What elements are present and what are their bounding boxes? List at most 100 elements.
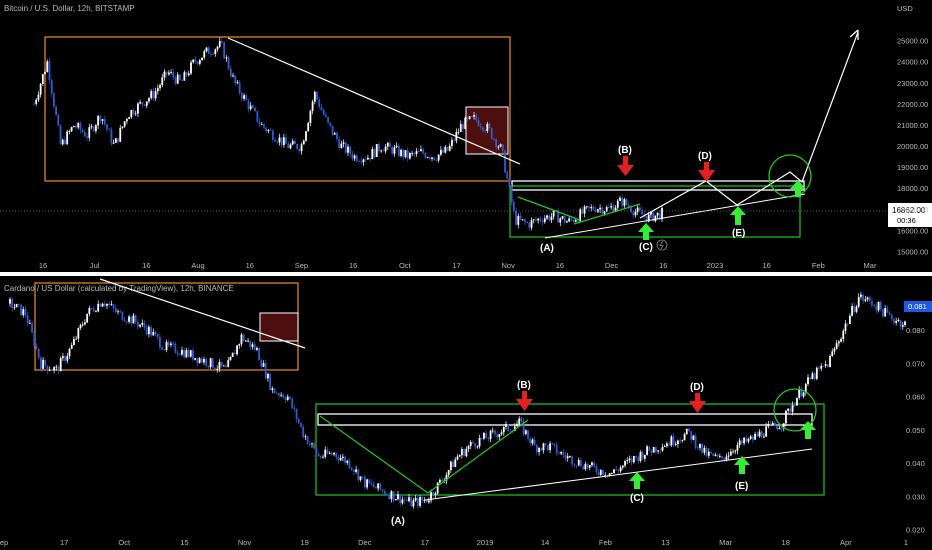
ada-candle bbox=[328, 453, 331, 454]
btc-candle bbox=[444, 146, 447, 153]
btc-candle bbox=[488, 123, 491, 129]
ada-candle bbox=[588, 465, 591, 468]
btc-y-tick: 19000.00 bbox=[897, 163, 928, 172]
ada-candle bbox=[324, 449, 327, 457]
btc-candle bbox=[563, 216, 566, 223]
btc-candle bbox=[570, 218, 573, 220]
ada-candle bbox=[251, 344, 254, 348]
btc-candle bbox=[163, 71, 166, 78]
ada-candle bbox=[55, 366, 58, 368]
ada-candle bbox=[282, 394, 285, 398]
btc-candle bbox=[404, 150, 407, 158]
ada-candle bbox=[467, 446, 470, 450]
btc-candle bbox=[603, 211, 606, 214]
ada-candle bbox=[337, 457, 340, 461]
ada-candle bbox=[639, 451, 642, 461]
btc-candle bbox=[298, 148, 301, 152]
ada-candle bbox=[575, 465, 578, 467]
ada-candle bbox=[822, 365, 825, 367]
ada-candle bbox=[765, 426, 768, 437]
ada-candle bbox=[778, 427, 781, 430]
ada-candle bbox=[335, 452, 338, 458]
ada-symbol-title: Cardano / US Dollar (calculated by Tradi… bbox=[4, 284, 234, 293]
ada-candle bbox=[172, 343, 175, 345]
ada-candle bbox=[341, 456, 344, 459]
ada-candle bbox=[388, 494, 391, 500]
ada-candle bbox=[793, 404, 796, 406]
ada-x-tick: 13 bbox=[661, 538, 669, 547]
ada-candle bbox=[386, 494, 388, 495]
btc-candle bbox=[329, 122, 332, 126]
ada-candle bbox=[637, 457, 640, 461]
ada-candle bbox=[339, 458, 342, 461]
ada-candle bbox=[782, 423, 785, 429]
btc-candle bbox=[247, 100, 250, 110]
ada-candle bbox=[472, 441, 474, 444]
ada-candle bbox=[672, 436, 675, 445]
ada-candle bbox=[368, 479, 371, 484]
ada-candle bbox=[864, 299, 867, 301]
ada-candle bbox=[826, 364, 829, 368]
btc-candle bbox=[311, 101, 314, 111]
btc-candle bbox=[504, 150, 506, 173]
btc-candle bbox=[391, 146, 394, 154]
ada-candle bbox=[42, 359, 44, 369]
ada-candle bbox=[50, 370, 53, 371]
ada-candle bbox=[401, 499, 404, 504]
btc-candle bbox=[661, 208, 663, 220]
btc-x-tick: Nov bbox=[502, 261, 516, 270]
btc-candle bbox=[316, 91, 318, 100]
btc-descending-trendline bbox=[227, 37, 521, 165]
btc-candle bbox=[324, 114, 327, 117]
btc-candle bbox=[605, 207, 608, 212]
ada-candle bbox=[196, 358, 199, 363]
ada-candle bbox=[873, 305, 876, 306]
ada-candle bbox=[170, 343, 172, 346]
btc-candle bbox=[236, 82, 239, 84]
ada-candle bbox=[774, 422, 776, 427]
ada-candle bbox=[628, 458, 631, 461]
ada-candle bbox=[851, 306, 853, 316]
btc-candle bbox=[585, 206, 588, 208]
btc-candle bbox=[358, 161, 360, 163]
btc-candle bbox=[41, 74, 44, 84]
btc-x-tick: 2023 bbox=[707, 261, 724, 270]
ada-candle bbox=[445, 474, 448, 481]
ada-candle bbox=[143, 322, 146, 328]
ada-x-tick: Mar bbox=[719, 538, 732, 547]
btc-candle bbox=[367, 157, 369, 160]
btc-candle bbox=[495, 139, 498, 148]
ada-candle bbox=[509, 430, 512, 432]
ada-candle bbox=[132, 315, 135, 324]
ada-candle bbox=[399, 494, 402, 504]
ada-candle bbox=[192, 350, 194, 360]
ada-candle bbox=[743, 437, 745, 444]
ada-candle bbox=[491, 430, 494, 432]
btc-candle bbox=[610, 206, 613, 208]
btc-candle bbox=[223, 42, 226, 59]
ada-candle bbox=[141, 322, 144, 325]
ada-candle bbox=[820, 365, 823, 369]
btc-candle bbox=[574, 220, 577, 222]
btc-y-tick: 18000.00 bbox=[897, 184, 928, 193]
btc-arrow-b bbox=[617, 156, 634, 176]
ada-candle bbox=[621, 465, 624, 468]
btc-candle bbox=[530, 220, 533, 228]
ada-candle bbox=[244, 340, 247, 342]
ada-candle bbox=[831, 351, 834, 356]
ada-candle bbox=[529, 438, 532, 444]
ada-candle bbox=[271, 388, 274, 390]
ada-candle bbox=[632, 455, 635, 463]
btc-candle bbox=[110, 129, 113, 144]
btc-candle bbox=[592, 207, 595, 210]
btc-candle bbox=[92, 126, 95, 132]
btc-x-tick: 16 bbox=[39, 261, 47, 270]
ada-candle bbox=[758, 431, 761, 437]
ada-candle bbox=[478, 438, 481, 447]
ada-candle bbox=[787, 408, 790, 411]
btc-candle bbox=[362, 159, 365, 163]
ada-candle bbox=[494, 430, 496, 435]
btc-candle bbox=[532, 219, 535, 221]
ada-candle bbox=[626, 460, 629, 462]
